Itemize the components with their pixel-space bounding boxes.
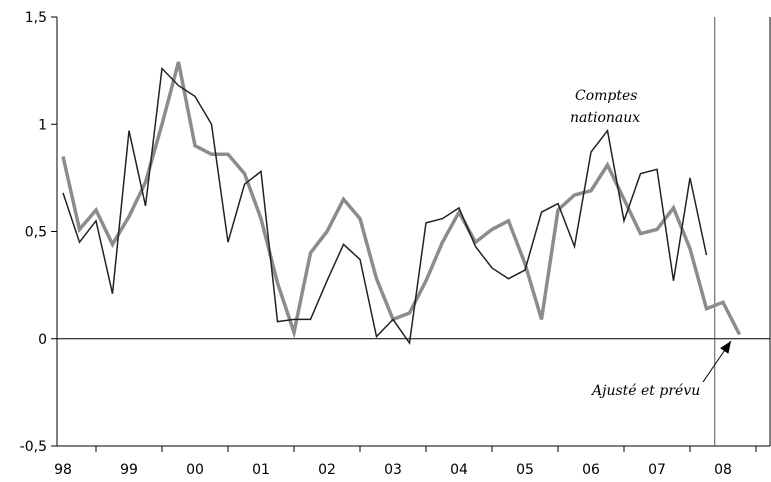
- y-tick-label: -0,5: [20, 439, 47, 455]
- y-tick-label: 0,5: [25, 225, 47, 241]
- axes-layer: -0,5 0 0,5 1 1,5 98 99 00 01 02 03 04 05 06 07 08: [20, 10, 771, 478]
- x-tick-label: 00: [186, 462, 204, 478]
- x-tick-label: 04: [450, 462, 468, 478]
- x-tick-label: 02: [318, 462, 336, 478]
- x-tick-label: 99: [120, 462, 138, 478]
- x-tick-label: 07: [648, 462, 666, 478]
- comptes-label-line1: Comptes: [575, 88, 637, 104]
- y-tick-label: 1: [38, 117, 47, 133]
- series-layer: [61, 61, 742, 345]
- x-tick-label: 03: [384, 462, 402, 478]
- series-ajuste-line: [61, 61, 742, 339]
- y-tick-label: 1,5: [25, 10, 47, 26]
- comptes-label-line2: nationaux: [570, 110, 640, 126]
- x-tick-label: 08: [714, 462, 732, 478]
- ajuste-arrow-head: [720, 341, 731, 354]
- series-comptes-line: [62, 66, 708, 345]
- ajuste-label: Ajusté et prévu: [590, 383, 700, 399]
- x-tick-label: 05: [516, 462, 534, 478]
- y-tick-label: 0: [38, 332, 47, 348]
- annotation-layer: Comptes nationaux Ajusté et prévu: [570, 88, 732, 399]
- x-tick-label: 98: [54, 462, 72, 478]
- x-tick-label: 01: [252, 462, 270, 478]
- x-tick-label: 06: [582, 462, 600, 478]
